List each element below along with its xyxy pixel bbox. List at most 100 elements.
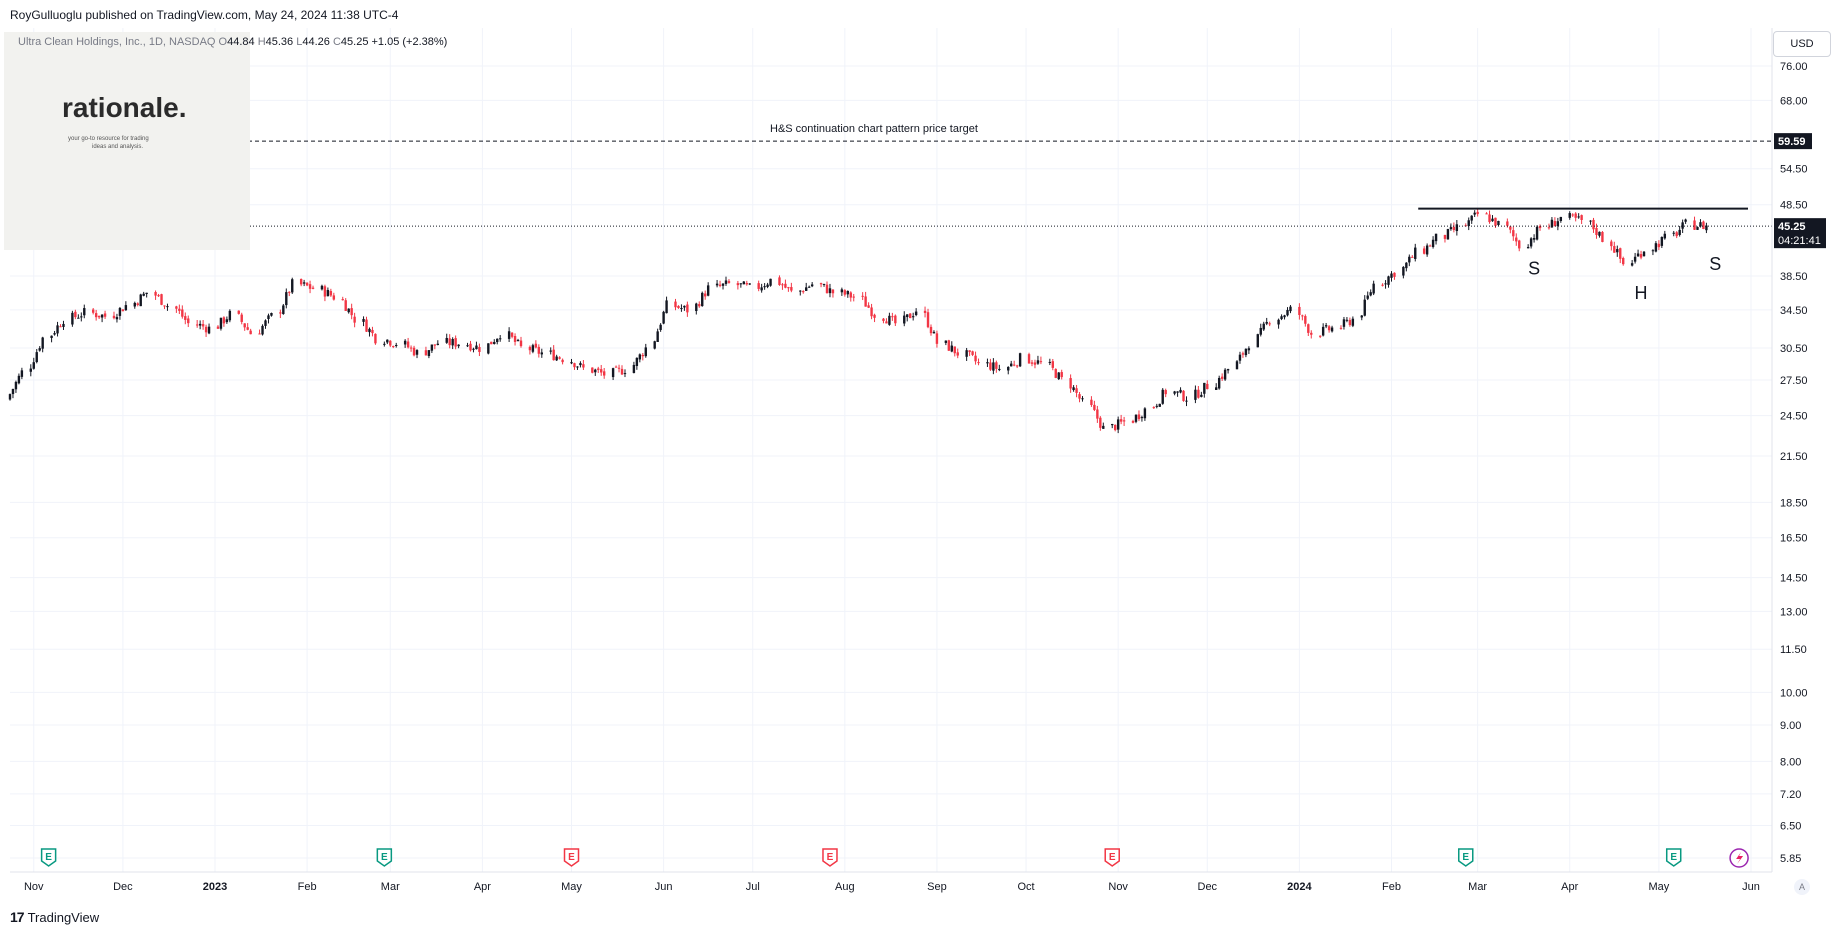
candle-body	[1075, 388, 1078, 393]
earnings-marker-icon[interactable]: E	[1665, 848, 1682, 867]
candle-body	[97, 315, 101, 318]
candle-body	[1007, 366, 1010, 371]
earnings-marker-icon[interactable]: E	[1104, 848, 1120, 867]
candle-body	[1589, 220, 1592, 222]
candle-body	[1491, 218, 1494, 222]
candle-body	[1206, 383, 1209, 390]
earnings-marker-icon[interactable]: E	[40, 848, 57, 867]
candle-body	[1393, 272, 1396, 277]
time-tick-label: Feb	[298, 881, 317, 893]
candle-body	[944, 340, 948, 343]
candle-body	[499, 338, 502, 340]
dividend-marker-icon[interactable]	[1729, 848, 1749, 868]
candle-body	[112, 315, 116, 319]
candle-body	[323, 286, 327, 297]
candle-body	[1330, 327, 1334, 332]
candle-body	[133, 302, 136, 307]
earnings-marker-icon[interactable]: E	[563, 848, 580, 867]
candle-body	[175, 306, 178, 309]
candle-body	[395, 345, 398, 347]
candle-body	[1574, 213, 1577, 218]
high-label: H	[257, 36, 266, 48]
candle-body	[8, 394, 12, 400]
candle-body	[1182, 390, 1185, 401]
candle-body	[320, 285, 324, 290]
candle-body	[1247, 348, 1251, 351]
earnings-marker-icon[interactable]: E	[822, 848, 838, 867]
candle-body	[207, 326, 211, 334]
candle-body	[843, 290, 847, 295]
candle-body	[802, 291, 805, 293]
time-tick-label: Sep	[927, 881, 947, 893]
earnings-marker-icon[interactable]: E	[376, 848, 393, 867]
candle-body	[115, 317, 119, 320]
candle-body	[341, 299, 344, 301]
price-tick-label: 8.00	[1780, 756, 1801, 768]
candle-body	[198, 323, 202, 326]
candle-body	[1363, 299, 1366, 316]
open-label: O	[218, 36, 228, 48]
candle-body	[1256, 334, 1259, 348]
candle-body	[656, 331, 659, 342]
candle-body	[745, 283, 748, 285]
svg-text:E: E	[1109, 852, 1116, 863]
candle-body	[799, 290, 802, 292]
time-axis[interactable]: Nov Dec 2023 Feb Mar Apr May Jun Jul Aug Sep Oct Nov…	[10, 871, 1772, 893]
candle-body	[683, 305, 686, 308]
candle-body	[258, 333, 261, 335]
candle-body	[1152, 407, 1156, 409]
candle-body	[1111, 424, 1114, 426]
candle-body	[1158, 403, 1161, 407]
candle-body	[350, 308, 353, 316]
time-tick-label: Feb	[1382, 881, 1401, 893]
time-tick-label: Nov	[24, 881, 44, 893]
candle-body	[403, 340, 407, 345]
svg-text:E: E	[568, 852, 575, 863]
candle-body	[1223, 369, 1227, 380]
candle-body	[516, 339, 520, 341]
candle-body	[998, 368, 1001, 371]
currency-selector[interactable]: USD	[1773, 31, 1831, 57]
candle-body	[1093, 404, 1096, 410]
candle-body	[1639, 254, 1643, 258]
candle-body	[1259, 327, 1262, 335]
candle-body	[591, 367, 594, 373]
candle-body	[386, 339, 389, 343]
open-value: 44.84	[227, 36, 255, 48]
candle-body	[32, 362, 35, 369]
candle-body	[219, 317, 223, 329]
candle-body	[181, 309, 184, 317]
candle-body	[368, 328, 371, 333]
candle-body	[1155, 405, 1158, 407]
time-tick-label: Nov	[1108, 881, 1128, 893]
candle-body	[677, 305, 680, 309]
time-tick-label: Jun	[1742, 881, 1760, 893]
candle-body	[1476, 211, 1479, 215]
candle-body	[573, 363, 576, 368]
price-axis[interactable]: 76.00 68.00 54.50 48.50 38.50 34.50 30.50 27.50…	[1771, 28, 1826, 872]
candle-body	[1327, 326, 1331, 331]
earnings-marker-icon[interactable]: E	[1458, 848, 1474, 867]
candle-body	[805, 287, 808, 291]
candle-body	[903, 315, 906, 324]
candle-body	[243, 323, 246, 328]
candle-body	[1324, 325, 1328, 327]
candle-body	[1164, 390, 1167, 395]
candle-body	[1455, 224, 1459, 232]
candle-body	[1039, 361, 1043, 363]
candle-body	[1369, 292, 1372, 296]
candle-body	[1446, 229, 1450, 240]
candle-body	[145, 292, 148, 294]
candle-body	[1197, 389, 1200, 398]
candle-body	[1580, 215, 1583, 220]
candle-body	[846, 290, 850, 295]
candle-body	[94, 313, 98, 318]
target-line-label: H&S continuation chart pattern price tar…	[770, 123, 978, 135]
time-tick-label: May	[1648, 881, 1669, 893]
candle-body	[1422, 248, 1426, 254]
auto-scale-button[interactable]: A	[1794, 879, 1810, 895]
price-tick-label: 30.50	[1780, 343, 1808, 355]
candle-body	[698, 304, 701, 307]
